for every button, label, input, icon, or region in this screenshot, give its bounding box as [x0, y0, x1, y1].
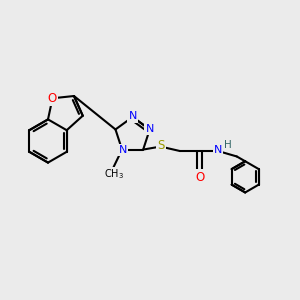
- Text: O: O: [195, 171, 204, 184]
- Text: H: H: [224, 140, 232, 150]
- Text: N: N: [214, 146, 222, 155]
- Text: O: O: [48, 92, 57, 105]
- Text: CH$_3$: CH$_3$: [103, 168, 124, 182]
- Text: N: N: [146, 124, 154, 134]
- Text: S: S: [158, 140, 165, 152]
- Text: N: N: [128, 111, 137, 122]
- Text: N: N: [118, 145, 127, 155]
